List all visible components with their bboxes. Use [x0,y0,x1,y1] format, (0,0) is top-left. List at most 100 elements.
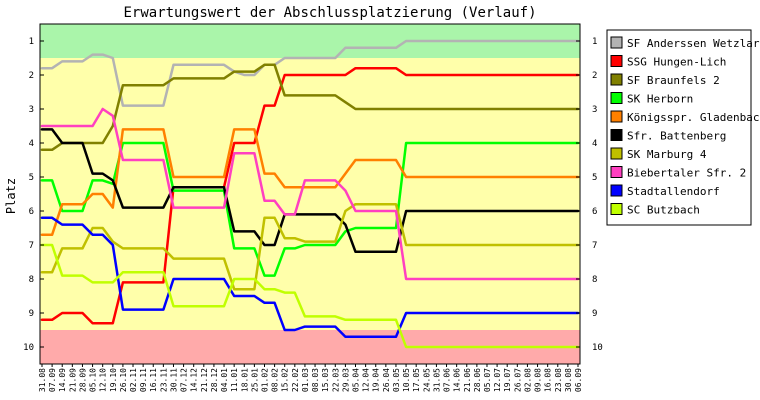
x-tick-label: 26.07 [513,368,522,392]
x-tick-label: 26.04 [382,368,391,392]
series-line-sk-herborn [40,141,580,277]
x-tick-label: 15.03 [321,368,330,392]
x-tick-label: 22.02 [291,368,300,392]
legend-label-stadtallendorf: Stadtallendorf [627,185,720,198]
x-tick-label: 19.10 [109,368,118,392]
y-tick-label-right: 1 [592,37,597,47]
y-tick-label-right: 10 [592,343,603,353]
x-tick-label: 18.01 [240,368,249,392]
x-tick-label: 01.02 [261,368,270,392]
y-tick-label-right: 7 [592,241,597,251]
y-tick-label-left: 9 [29,309,34,319]
x-tick-label: 05.07 [483,368,492,392]
x-tick-label: 11.01 [230,368,239,392]
x-tick-label: 29.03 [341,368,350,392]
x-tick-label: 31.05 [432,368,441,392]
y-tick-label-left: 3 [29,105,34,115]
x-tick-label: 22.03 [331,368,340,392]
x-tick-label: 19.04 [372,368,381,392]
x-tick-label: 31.08 [38,368,47,392]
legend-label-sfr-battenberg: Sfr. Battenberg [627,130,726,143]
legend-label-sk-herborn: SK Herborn [627,93,693,106]
x-tick-label: 28.12 [210,368,219,392]
legend-swatch-koenigsspr-gladenbach [610,110,623,123]
x-tick-label: 21.09 [68,368,77,392]
y-axis-label: Platz [4,178,18,214]
series-line-sfr-battenberg [40,128,580,254]
legend-swatch-sf-braunfels-2 [610,73,623,86]
x-tick-label: 06.09 [574,368,583,392]
legend-label-ssg-hungen-lich: SSG Hungen-Lich [627,56,726,69]
y-tick-label-left: 4 [29,139,34,149]
x-tick-label: 23.08 [554,368,563,392]
y-tick-label-left: 7 [29,241,34,251]
x-tick-label: 16.11 [149,368,158,392]
legend-swatch-sc-butzbach [610,203,623,215]
x-tick-label: 12.04 [362,368,371,392]
x-tick-label: 19.07 [503,368,512,392]
y-tick-label-right: 4 [592,139,597,149]
x-tick-label: 03.05 [392,368,401,392]
legend: SF Anderssen Wetzlar SSG Hungen-Lich SF Br… [606,29,760,226]
plot-frame [39,23,581,365]
x-tick-label: 05.04 [352,368,361,392]
x-tick-label: 23.11 [159,368,168,392]
series-line-sf-braunfels-2 [40,63,580,152]
legend-swatch-sf-anderssen-wetzlar [610,36,623,49]
legend-label-sf-braunfels-2: SF Braunfels 2 [627,74,720,87]
series-line-sf-anderssen-wetzlar [40,39,580,107]
x-tick-label: 09.11 [139,368,148,392]
x-tick-label: 30.11 [170,368,179,392]
legend-swatch-biebertaler-sfr-2 [610,166,623,178]
y-tick-label-right: 5 [592,173,597,183]
legend-label-sc-butzbach: SC Butzbach [627,204,700,217]
series-line-koenigsspr-gladenbach [40,128,580,237]
series-line-ssg-hungen-lich [40,66,580,325]
y-tick-label-left: 10 [23,343,34,353]
x-tick-label: 08.02 [271,368,280,392]
x-tick-label: 08.03 [311,368,320,392]
x-tick-label: 01.03 [301,368,310,392]
x-tick-label: 30.08 [564,368,573,392]
y-tick-label-left: 8 [29,275,34,285]
x-tick-label: 15.02 [281,368,290,392]
x-tick-label: 26.10 [119,368,128,392]
x-tick-label: 21.12 [200,368,209,392]
series-line-sk-marburg-4 [40,202,580,291]
series-lines [40,39,580,349]
series-line-biebertaler-sfr-2 [40,107,580,281]
x-tick-label: 16.08 [544,368,553,392]
y-tick-label-right: 6 [592,207,597,217]
series-line-stadtallendorf [40,216,580,339]
y-axis-ticks: 1 1 2 2 3 3 4 4 5 5 6 6 7 7 8 8 9 9 10 10 [23,37,603,353]
legend-swatch-sfr-battenberg [610,129,623,141]
x-tick-label: 04.01 [220,368,229,392]
x-tick-label: 14.12 [190,368,199,392]
x-tick-label: 21.06 [463,368,472,392]
x-tick-label: 25.01 [250,368,259,392]
x-tick-label: 07.06 [443,368,452,392]
x-tick-label: 24.05 [422,368,431,392]
legend-label-sf-anderssen-wetzlar: SF Anderssen Wetzlar [627,37,760,50]
x-tick-label: 09.08 [534,368,543,392]
x-tick-label: 17.05 [412,368,421,392]
plot-bands [40,24,580,364]
x-tick-label: 07.12 [180,368,189,392]
legend-box [606,29,752,226]
chart-title: Erwartungswert der Abschlussplatzierung … [123,5,536,21]
y-tick-label-right: 2 [592,71,597,81]
y-tick-label-left: 6 [29,207,34,217]
y-tick-label-left: 1 [29,37,34,47]
x-tick-label: 14.09 [58,368,67,392]
x-tick-label: 05.10 [89,368,98,392]
plot-band-2 [40,58,580,330]
x-tick-label: 28.09 [79,368,88,392]
legend-label-sk-marburg-4: SK Marburg 4 [627,148,707,161]
x-tick-label: 10.05 [402,368,411,392]
y-tick-label-right: 8 [592,275,597,285]
x-tick-label: 02.11 [129,368,138,392]
x-tick-label: 02.08 [523,368,532,392]
x-tick-label: 07.09 [48,368,57,392]
legend-label-biebertaler-sfr-2: Biebertaler Sfr. 2 [627,167,746,180]
